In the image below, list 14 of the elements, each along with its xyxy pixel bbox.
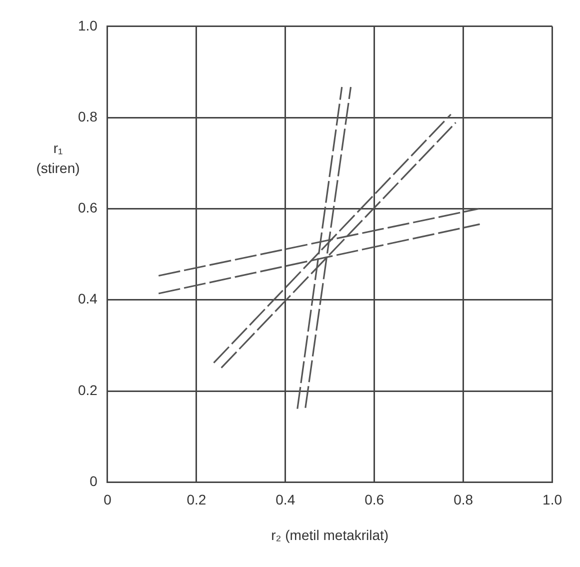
y-axis-title: r₁ (stiren) (36, 140, 80, 176)
x-tick-label: 0.2 (186, 491, 206, 508)
x-axis-title: r₂ (metil metakrilat) (271, 527, 389, 544)
y-tick-label: 0.4 (78, 290, 98, 307)
x-tick-label: 0 (104, 491, 112, 508)
y-tick-label: 0.2 (78, 382, 98, 398)
y-tick-label: 0.6 (78, 200, 98, 216)
x-tick-label: 1.0 (542, 491, 562, 508)
y-tick-label: 1.0 (78, 17, 98, 34)
x-tick-label: 0.8 (454, 491, 474, 508)
x-tick-label: 0.4 (276, 491, 296, 508)
y-tick-label: 0 (90, 473, 98, 490)
y-tick-label: 0.8 (78, 108, 98, 124)
x-tick-label: 0.6 (364, 491, 384, 508)
